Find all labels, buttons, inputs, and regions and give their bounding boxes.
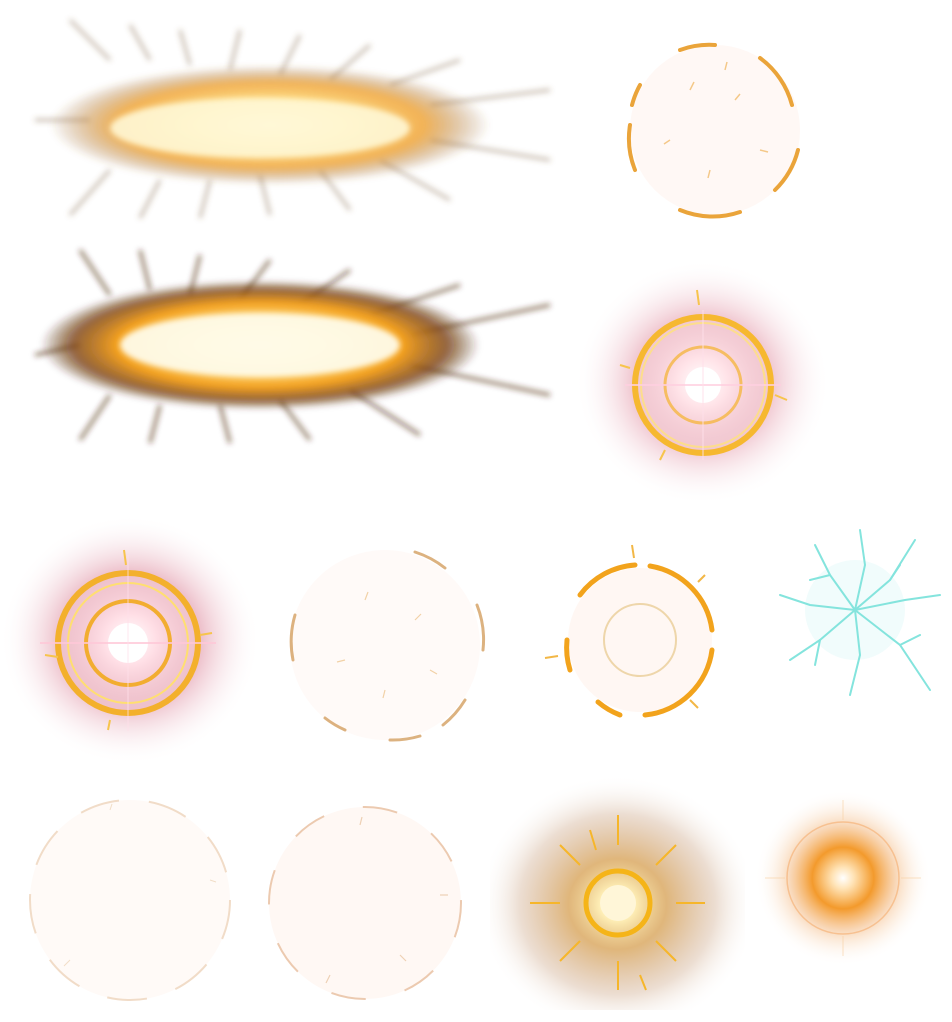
broken-ring-icon: [610, 30, 820, 230]
faint-ring-icon: [10, 770, 240, 1010]
glow-burst-icon: [490, 775, 745, 1010]
glow-ring-icon: [575, 260, 830, 505]
faint-ring-icon: [260, 795, 475, 1010]
flame-streak-icon: [30, 18, 560, 220]
glow-orb-icon: [755, 790, 935, 970]
crack-burst-icon: [770, 525, 945, 700]
broken-ring-icon: [540, 540, 735, 735]
broken-ring-icon: [285, 540, 495, 755]
glow-ring-icon: [0, 515, 260, 765]
flame-streak-icon: [30, 245, 560, 445]
